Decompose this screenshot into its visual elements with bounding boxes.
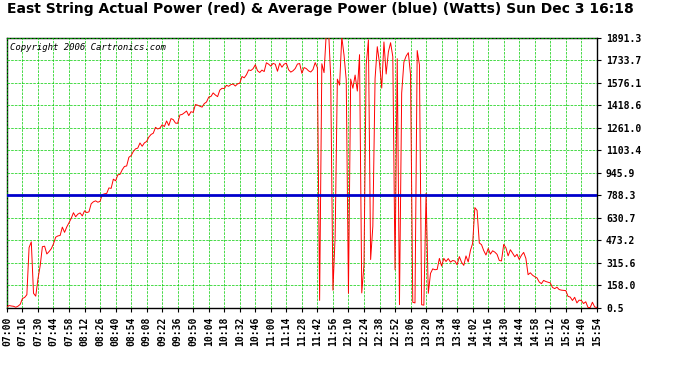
Text: Copyright 2006 Cartronics.com: Copyright 2006 Cartronics.com: [10, 43, 166, 52]
Text: East String Actual Power (red) & Average Power (blue) (Watts) Sun Dec 3 16:18: East String Actual Power (red) & Average…: [7, 2, 633, 16]
